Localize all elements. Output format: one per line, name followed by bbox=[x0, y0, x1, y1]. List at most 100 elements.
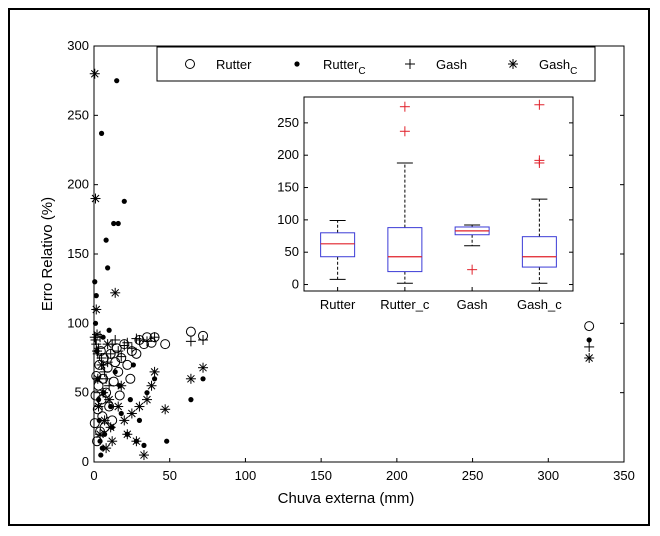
rutter-c-point bbox=[92, 320, 99, 326]
outlier-marker bbox=[534, 99, 545, 110]
rutter-c-point bbox=[105, 265, 111, 271]
inset-x-tick-label: Rutter_c bbox=[380, 297, 430, 312]
gash-point bbox=[185, 336, 196, 347]
rutter-c-point bbox=[98, 452, 104, 458]
rutter-c-point bbox=[586, 337, 592, 343]
rutter-point bbox=[125, 373, 136, 384]
inset-x-tick-label: Gash_c bbox=[517, 297, 562, 312]
gash-point bbox=[198, 334, 209, 345]
rutter-c-point bbox=[108, 403, 114, 410]
inset-boxes bbox=[320, 99, 557, 284]
gash-c-point bbox=[584, 353, 595, 363]
gash-point bbox=[584, 341, 595, 352]
inset-y-tick-label: 150 bbox=[277, 180, 299, 195]
box-gash bbox=[454, 224, 490, 275]
box-iqr bbox=[320, 232, 356, 258]
rutter-c-point bbox=[151, 376, 158, 382]
gash-c-point bbox=[198, 362, 209, 373]
gash-c-point bbox=[92, 373, 103, 384]
x-tick-label: 50 bbox=[162, 468, 176, 483]
legend-label: Gash bbox=[436, 57, 467, 72]
gash-c-point bbox=[146, 380, 157, 391]
inset-axis-ticks: 0 50 100 150 200 250 Rutter Rutter_c Gash Gash_c bbox=[277, 115, 573, 312]
rutter-c-point bbox=[127, 397, 133, 403]
legend-label: Rutter bbox=[216, 57, 252, 72]
box-rutter bbox=[320, 220, 356, 280]
x-tick-label: 100 bbox=[235, 468, 257, 483]
rutter-c-point bbox=[115, 220, 121, 227]
gash-c-point bbox=[99, 415, 110, 426]
y-axis-label: Erro Relativo (%) bbox=[39, 197, 56, 311]
rutter-c-point bbox=[114, 78, 120, 84]
gash-c-point bbox=[104, 394, 115, 405]
rutter-point bbox=[185, 326, 196, 337]
legend: Rutter RutterC Gash GashC bbox=[156, 46, 596, 82]
rutter-c-point bbox=[188, 397, 194, 403]
rutter-point bbox=[89, 418, 100, 429]
legend-marker-1 bbox=[294, 61, 300, 67]
gash-c-point bbox=[119, 415, 130, 426]
rutter-c-point bbox=[136, 417, 143, 423]
gash-point bbox=[105, 348, 116, 359]
legend-marker-2 bbox=[405, 59, 415, 69]
y-tick-label: 0 bbox=[82, 454, 89, 469]
legend-label: RutterC bbox=[323, 57, 366, 77]
y-tick-label: 250 bbox=[67, 107, 89, 122]
legend-box bbox=[156, 46, 596, 82]
outlier-marker bbox=[534, 155, 545, 166]
x-axis-label: Chuva externa (mm) bbox=[278, 490, 415, 507]
rutter-c-point bbox=[106, 327, 112, 333]
box-iqr bbox=[521, 236, 557, 268]
inset-x-tick-label: Gash bbox=[457, 297, 488, 312]
gash-point bbox=[92, 346, 103, 357]
rutter-c-point bbox=[111, 220, 117, 227]
rutter-c-point bbox=[144, 390, 150, 396]
legend-marker-0 bbox=[185, 59, 195, 69]
gash-c-point bbox=[116, 380, 127, 391]
inset-y-tick-label: 200 bbox=[277, 147, 299, 162]
gash-point bbox=[142, 336, 152, 347]
x-tick-label: 250 bbox=[462, 468, 484, 483]
rutter-c-point bbox=[98, 130, 105, 136]
gash-point bbox=[110, 334, 121, 345]
box-gash-c bbox=[521, 99, 557, 284]
box-rutter-c bbox=[387, 101, 423, 284]
y-tick-label: 150 bbox=[67, 246, 89, 261]
gash-c-point bbox=[89, 68, 100, 79]
rutter-c-point bbox=[112, 369, 118, 375]
gash-point bbox=[113, 346, 124, 357]
gash-c-point bbox=[96, 359, 107, 370]
gash-point bbox=[93, 343, 104, 354]
y-tick-label: 300 bbox=[67, 38, 89, 53]
gash-c-point bbox=[91, 304, 102, 315]
gash-c-point bbox=[93, 401, 104, 412]
outlier-marker bbox=[399, 126, 410, 137]
gash-c-point bbox=[90, 193, 101, 204]
rutter-point bbox=[131, 348, 142, 359]
gash-c-point bbox=[110, 287, 121, 298]
outlier-marker bbox=[467, 264, 478, 275]
rutter-c-point bbox=[121, 198, 127, 204]
rutter-point bbox=[584, 321, 595, 332]
x-tick-label: 350 bbox=[613, 468, 635, 483]
gash-c-point bbox=[160, 404, 171, 415]
gash-c-point bbox=[107, 436, 118, 447]
rutter-point bbox=[160, 339, 171, 350]
gash-c-point bbox=[95, 429, 106, 440]
inset-boxplot: 0 50 100 150 200 250 Rutter Rutter_c Gash Gash_c bbox=[277, 96, 574, 312]
gash-point bbox=[149, 332, 160, 343]
rutter-c-point bbox=[130, 362, 136, 368]
main-data-points bbox=[89, 68, 595, 461]
x-tick-label: 0 bbox=[90, 468, 97, 483]
gash-c-point bbox=[142, 394, 152, 405]
inset-y-tick-label: 0 bbox=[292, 277, 299, 292]
gash-c-point bbox=[149, 366, 160, 377]
rutter-c-point bbox=[95, 397, 102, 403]
gash-point bbox=[91, 339, 102, 350]
gash-c-point bbox=[126, 408, 137, 419]
gash-point bbox=[126, 343, 137, 354]
rutter-c-point bbox=[103, 237, 109, 243]
main-axis-ticks: 0 50 100 150 200 250 300 350 0 50 100 150 200 250 300 bbox=[67, 38, 635, 483]
y-tick-label: 100 bbox=[67, 315, 89, 330]
